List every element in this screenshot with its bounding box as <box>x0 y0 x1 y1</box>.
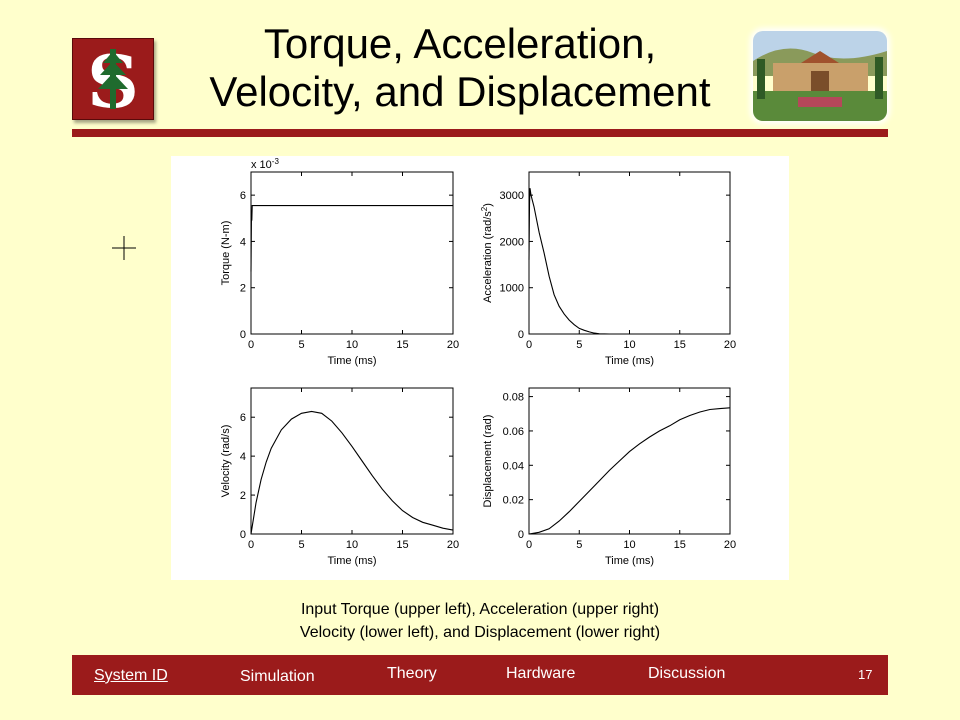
title-divider <box>72 129 888 137</box>
x-tick-label: 10 <box>346 339 358 351</box>
x-axis-label: Time (ms) <box>605 555 654 567</box>
plot-frame <box>250 387 454 535</box>
x-tick-label: 20 <box>724 539 736 551</box>
y-tick-label: 0.08 <box>503 392 524 404</box>
x-tick-label: 15 <box>674 339 686 351</box>
stanford-tree-logo-icon: S <box>72 38 154 124</box>
y-scale-exponent: -3 <box>272 157 280 166</box>
y-tick-label: 4 <box>240 236 246 248</box>
subplot-lower-right: 0 5 10 15 20 0 0.02 0.04 0.06 0.08 Time (ms) Displa… <box>482 387 736 567</box>
y-tick-label: 3000 <box>500 190 524 202</box>
campus-photo <box>753 31 887 121</box>
y-tick-label: 0.06 <box>503 426 524 438</box>
x-tick-label: 20 <box>447 339 459 351</box>
x-tick-label: 10 <box>623 539 635 551</box>
plot-frame <box>250 171 454 335</box>
y-tick-label: 0 <box>240 529 246 541</box>
x-tick-label: 10 <box>623 339 635 351</box>
x-tick-label: 0 <box>526 539 532 551</box>
subplot-upper-right: 0 5 10 15 20 0 1000 2000 3000 Time (ms) Accelerati… <box>480 171 736 367</box>
x-tick-label: 0 <box>526 339 532 351</box>
series-line <box>250 410 454 535</box>
page-number: 17 <box>858 667 873 682</box>
series-line <box>528 188 730 335</box>
y-axis-label: Acceleration (rad/s2) <box>480 203 495 303</box>
series-line <box>250 205 453 272</box>
y-tick-label: 0.04 <box>503 460 524 472</box>
x-tick-label: 15 <box>674 539 686 551</box>
x-tick-label: 0 <box>248 339 254 351</box>
x-tick-label: 20 <box>724 339 736 351</box>
nav-item-theory[interactable]: Theory <box>387 665 437 682</box>
y-tick-label: 4 <box>240 451 246 463</box>
subplot-lower-left: 0 5 10 15 20 0 2 4 6 Time (ms) Velocity (rad/s) <box>220 387 459 567</box>
subplot-upper-left: 0 5 10 15 20 0 2 4 6 Time (ms) Torque (N-m) x 10-3 <box>220 157 459 368</box>
y-tick-label: 2 <box>240 490 246 502</box>
nav-item-simulation[interactable]: Simulation <box>240 668 315 685</box>
y-tick-label: 2 <box>240 283 246 295</box>
figure-panel: 0 5 10 15 20 0 2 4 6 Time (ms) Torque (N-m) x 10-3 0… <box>171 156 789 580</box>
x-tick-label: 5 <box>298 539 304 551</box>
x-tick-label: 5 <box>298 339 304 351</box>
x-tick-label: 20 <box>447 539 459 551</box>
x-axis-label: Time (ms) <box>327 555 376 567</box>
nav-item-discussion[interactable]: Discussion <box>648 665 726 682</box>
figure-caption: Input Torque (upper left), Acceleration … <box>171 598 789 644</box>
slide-title: Torque, Acceleration, Velocity, and Disp… <box>150 20 770 116</box>
x-tick-label: 15 <box>396 539 408 551</box>
slide-title-line-2: Velocity, and Displacement <box>209 68 711 115</box>
y-scale-factor: x 10-3 <box>251 157 279 172</box>
x-axis-label: Time (ms) <box>605 355 654 367</box>
plot-frame <box>528 387 731 535</box>
caption-line-2: Velocity (lower left), and Displacement … <box>299 624 661 641</box>
nav-item-system-id[interactable]: System ID <box>94 667 168 684</box>
plot-frame <box>528 171 731 335</box>
x-tick-label: 15 <box>396 339 408 351</box>
y-axis-label: Velocity (rad/s) <box>220 425 232 498</box>
x-axis-label: Time (ms) <box>327 355 376 367</box>
y-tick-label: 0.02 <box>503 495 524 507</box>
navigation-bar: System ID Simulation Theory Hardware Dis… <box>72 655 888 695</box>
y-axis-label: Displacement (rad) <box>482 415 494 508</box>
y-tick-label: 6 <box>240 190 246 202</box>
y-tick-label: 2000 <box>500 236 524 248</box>
slide-title-line-1: Torque, Acceleration, <box>263 20 657 67</box>
y-tick-label: 0 <box>518 329 524 341</box>
caption-line-1: Input Torque (upper left), Acceleration … <box>300 601 660 618</box>
series-line <box>528 407 731 535</box>
x-tick-label: 5 <box>576 539 582 551</box>
y-axis-label-end: ) <box>482 203 494 207</box>
nav-item-hardware[interactable]: Hardware <box>506 665 576 682</box>
y-tick-label: 6 <box>240 412 246 424</box>
x-tick-label: 0 <box>248 539 254 551</box>
x-tick-label: 5 <box>576 339 582 351</box>
crosshair-cursor-icon <box>112 236 136 260</box>
x-tick-label: 10 <box>346 539 358 551</box>
y-tick-label: 1000 <box>500 283 524 295</box>
y-tick-label: 0 <box>518 529 524 541</box>
y-tick-label: 0 <box>240 329 246 341</box>
y-axis-label: Torque (N-m) <box>220 221 232 286</box>
y-axis-label-superscript: 2 <box>480 206 489 211</box>
